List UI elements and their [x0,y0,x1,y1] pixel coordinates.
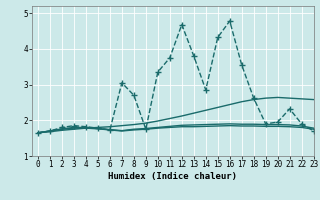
X-axis label: Humidex (Indice chaleur): Humidex (Indice chaleur) [108,172,237,181]
